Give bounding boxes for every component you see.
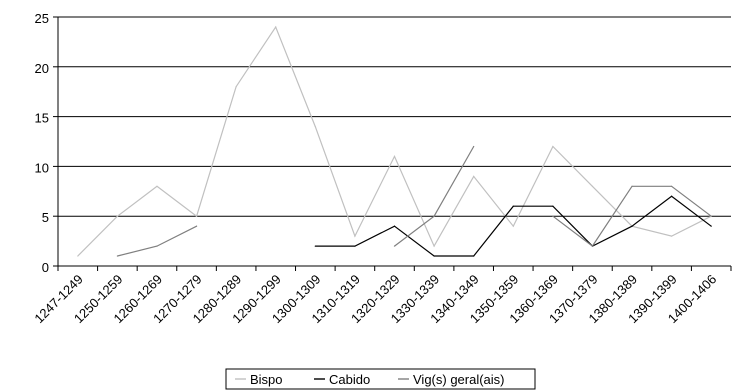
series-line <box>117 225 197 257</box>
y-tick-label: 20 <box>35 61 49 76</box>
x-axis-ticks: 1247-12491250-12591260-12691270-12791280… <box>31 266 732 326</box>
series-line <box>315 195 712 257</box>
gridlines <box>58 16 731 217</box>
y-tick-label: 15 <box>35 111 49 126</box>
legend-label: Cabido <box>329 372 370 387</box>
axes <box>57 17 731 267</box>
series-line <box>77 25 712 257</box>
legend: Bispo Cabido Vig(s) geral(ais) <box>225 368 536 390</box>
legend-box <box>225 368 536 390</box>
series-line <box>552 185 712 247</box>
y-tick-label: 5 <box>42 210 49 225</box>
y-axis-ticks: 0 5 10 15 20 25 <box>35 11 58 275</box>
series-0 <box>77 25 712 257</box>
series-lines <box>77 25 712 257</box>
y-tick-label: 25 <box>35 11 49 26</box>
y-tick-label: 10 <box>35 160 49 175</box>
series-2 <box>116 145 712 257</box>
legend-label: Bispo <box>250 372 283 387</box>
series-line <box>394 146 475 247</box>
legend-label: Vig(s) geral(ais) <box>413 372 505 387</box>
y-tick-label: 0 <box>42 260 49 275</box>
